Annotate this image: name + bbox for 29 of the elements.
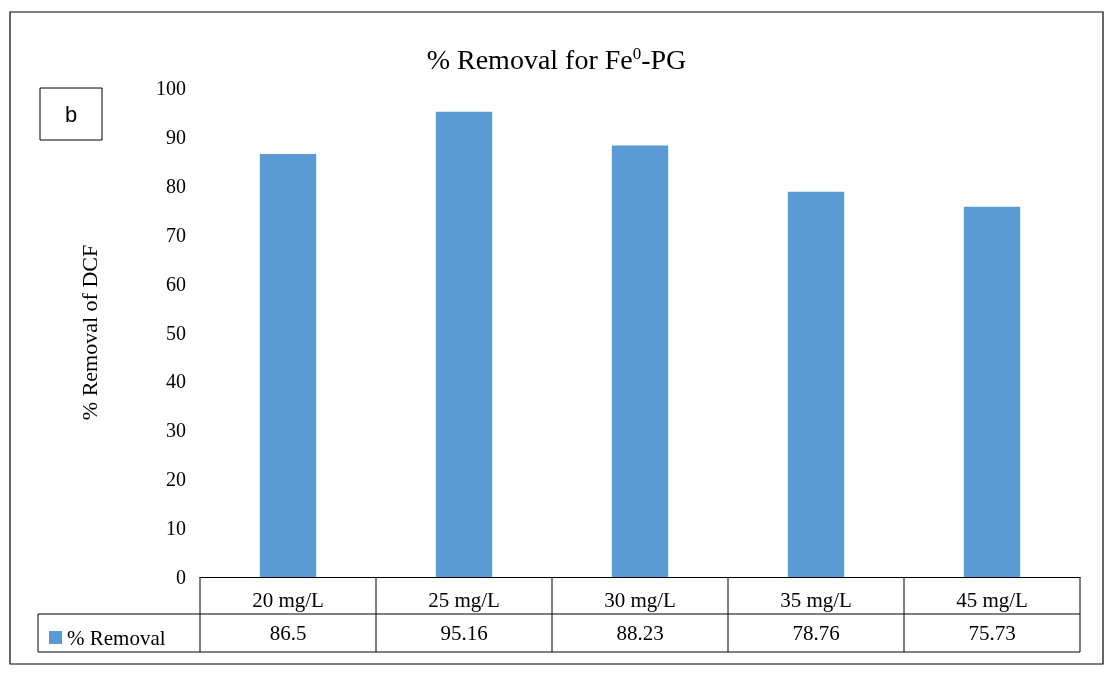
- x-tick-label: 20 mg/L: [252, 587, 324, 612]
- data-label: 86.5: [269, 621, 307, 645]
- y-tick-label: 40: [166, 370, 186, 393]
- bar: [611, 145, 669, 577]
- y-tick-label: 20: [166, 468, 186, 491]
- x-tick-label: 30 mg/L: [604, 587, 676, 612]
- y-axis-title: % Removal of DCF: [76, 244, 102, 421]
- data-label: 75.73: [968, 621, 1016, 645]
- y-tick-label: 70: [166, 223, 186, 246]
- y-tick-label: 90: [166, 125, 186, 148]
- x-tick-label: 35 mg/L: [780, 587, 852, 612]
- bar: [963, 206, 1021, 577]
- y-tick-label: 100: [156, 77, 186, 99]
- y-tick-label: 10: [166, 517, 186, 540]
- x-tick-label: 45 mg/L: [956, 587, 1028, 612]
- bar: [787, 191, 845, 577]
- bar: [435, 111, 493, 577]
- data-label: 88.23: [616, 621, 664, 645]
- data-label: 95.16: [440, 621, 488, 645]
- y-tick-label: 0: [176, 566, 186, 588]
- x-tick-label: 25 mg/L: [428, 587, 500, 612]
- y-tick-label: 50: [166, 321, 186, 344]
- y-tick-label: 80: [166, 174, 186, 197]
- y-tick-label: 60: [166, 272, 186, 295]
- legend-label: % Removal: [67, 625, 166, 650]
- data-label: 78.76: [792, 621, 840, 645]
- y-tick-label: 30: [166, 419, 186, 442]
- bar: [259, 154, 317, 577]
- text: b: [64, 101, 78, 127]
